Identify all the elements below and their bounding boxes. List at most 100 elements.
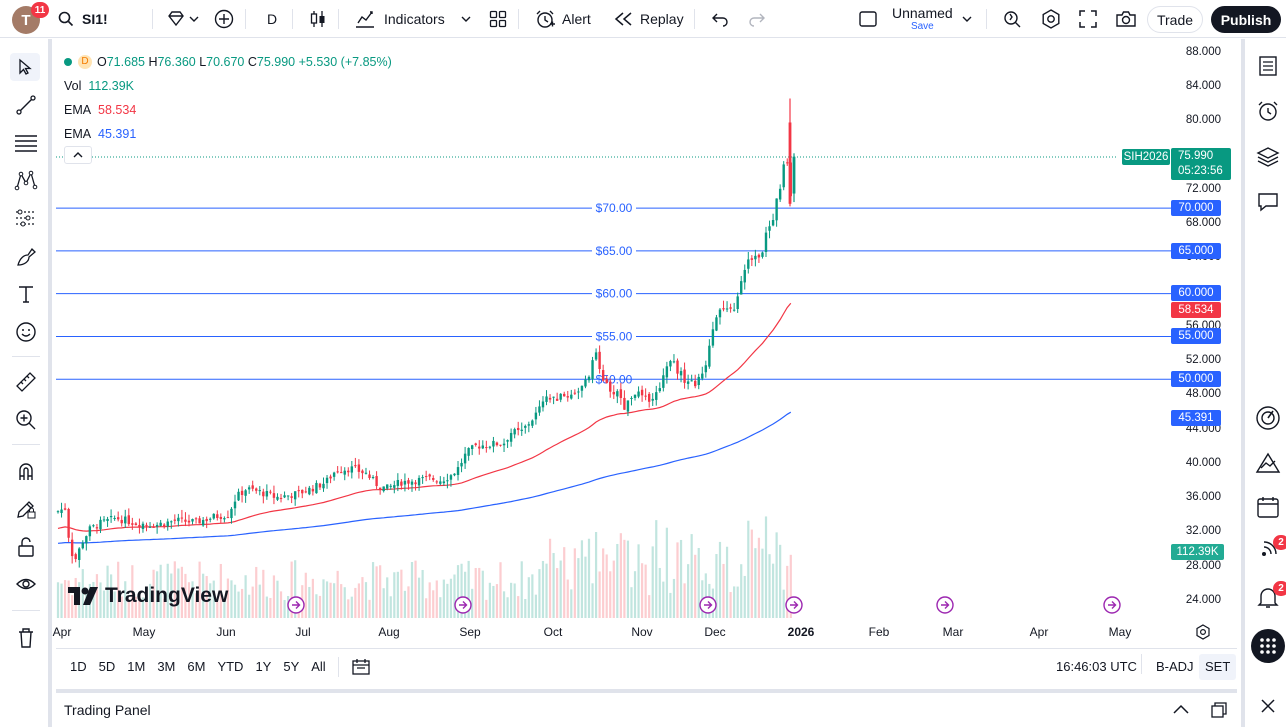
collapse-legend-button[interactable] xyxy=(64,146,92,164)
ideas-button[interactable] xyxy=(1253,448,1283,478)
rewind-icon xyxy=(614,11,632,26)
candle-up xyxy=(364,472,368,474)
range-button[interactable]: 1M xyxy=(127,659,146,674)
candle-down xyxy=(301,489,304,494)
remove-drawings-tool[interactable] xyxy=(12,624,40,652)
calendar-button[interactable] xyxy=(1253,492,1283,522)
chats-button[interactable] xyxy=(1253,187,1283,217)
publish-button[interactable]: Publish xyxy=(1211,6,1281,33)
quick-search-button[interactable] xyxy=(994,0,1032,38)
alert-button[interactable]: Alert xyxy=(526,0,599,38)
candle-down xyxy=(297,490,300,492)
hide-drawings-tool[interactable] xyxy=(12,570,40,598)
pattern-tool[interactable] xyxy=(12,166,40,194)
brush-tool[interactable] xyxy=(12,243,40,271)
close-sidebar-button[interactable] xyxy=(1253,691,1283,721)
volume-row[interactable]: Vol 112.39K xyxy=(56,74,392,98)
range-button[interactable]: 3M xyxy=(157,659,176,674)
indicators-button[interactable]: Indicators xyxy=(346,0,479,38)
alerts-panel-button[interactable] xyxy=(1253,96,1283,126)
chart-area[interactable]: $70.00 $65.00 $60.00 $55.00 $50.00 D O 71.685… xyxy=(53,42,1237,646)
time-tick-label: Apr xyxy=(1029,625,1049,639)
candle-up xyxy=(442,481,446,484)
badj-button[interactable]: B-ADJ xyxy=(1156,659,1194,674)
text-tool[interactable] xyxy=(12,280,40,308)
utc-clock[interactable]: 16:46:03 UTC xyxy=(1056,659,1137,674)
drawing-toolbar xyxy=(0,39,52,727)
range-button[interactable]: 5Y xyxy=(283,659,300,674)
range-button[interactable]: 1Y xyxy=(255,659,272,674)
stay-drawing-tool[interactable] xyxy=(12,495,40,523)
save-link[interactable]: Save xyxy=(910,21,934,32)
apps-button[interactable] xyxy=(1251,629,1285,663)
tradingview-logo[interactable]: TradingView xyxy=(68,584,228,608)
redo-button[interactable] xyxy=(740,0,774,38)
ema-slow-tag: 45.391 xyxy=(1171,410,1221,426)
change-value: +5.530 (+7.85%) xyxy=(298,55,392,69)
layout-menu-button[interactable] xyxy=(962,15,972,23)
watchlist-button[interactable] xyxy=(1253,51,1283,81)
trading-panel-label[interactable]: Trading Panel xyxy=(64,702,151,718)
templates-button[interactable] xyxy=(480,0,516,38)
expand-panel-button[interactable] xyxy=(1172,703,1190,715)
emoji-tool[interactable] xyxy=(12,318,40,346)
notifications-button[interactable] xyxy=(1253,583,1283,613)
range-button[interactable]: 6M xyxy=(187,659,206,674)
volume-bar xyxy=(644,564,647,618)
range-button[interactable]: YTD xyxy=(217,659,244,674)
snapshot-button[interactable] xyxy=(1107,0,1145,38)
object-tree-button[interactable] xyxy=(1253,142,1283,172)
candle-down xyxy=(187,520,191,523)
volume-bar xyxy=(641,563,644,618)
cursor-icon xyxy=(19,58,32,75)
layout-name-button[interactable]: Unnamed Save xyxy=(892,6,953,34)
cursor-tool[interactable] xyxy=(10,53,40,81)
maximize-panel-button[interactable] xyxy=(1210,701,1228,719)
price-chart[interactable]: $70.00 $65.00 $60.00 $55.00 $50.00 xyxy=(56,42,1237,646)
trend-line-tool[interactable] xyxy=(12,91,40,119)
session-button[interactable]: SET xyxy=(1199,653,1237,680)
volume-bar xyxy=(255,566,258,618)
chart-type-button[interactable] xyxy=(300,0,336,38)
volume-bar xyxy=(308,586,311,618)
layout-checkbox[interactable] xyxy=(850,0,886,38)
undo-button[interactable] xyxy=(703,0,737,38)
zoom-tool[interactable] xyxy=(12,406,40,434)
range-button[interactable]: 5D xyxy=(98,659,116,674)
volume-bar xyxy=(577,558,580,618)
measure-tool[interactable] xyxy=(12,368,40,396)
dots-grid-icon xyxy=(1260,638,1276,654)
volume-bar xyxy=(598,571,601,618)
candle-up xyxy=(386,484,389,489)
volume-bar xyxy=(131,565,134,618)
forecast-tool[interactable] xyxy=(12,204,40,232)
volume-bar xyxy=(612,560,615,618)
range-button[interactable]: All xyxy=(311,659,326,674)
volume-bar xyxy=(340,584,343,618)
candle-up xyxy=(725,308,729,310)
ema-slow-row[interactable]: EMA 45.391 xyxy=(56,122,392,146)
fib-tool[interactable] xyxy=(12,129,40,157)
candle-up xyxy=(591,360,594,379)
go-to-date-button[interactable] xyxy=(345,654,377,680)
calendar-icon xyxy=(352,658,370,675)
axis-settings-button[interactable] xyxy=(1195,624,1211,640)
compare-symbols-button[interactable] xyxy=(158,0,207,38)
technicals-button[interactable] xyxy=(1253,403,1283,433)
ema-fast-row[interactable]: EMA 58.534 xyxy=(56,98,392,122)
candle-up xyxy=(527,424,531,426)
magnet-tool[interactable] xyxy=(12,457,40,485)
add-symbol-button[interactable] xyxy=(206,0,242,38)
settings-button[interactable] xyxy=(1032,0,1070,38)
candle-up xyxy=(88,526,92,537)
candle-up xyxy=(538,406,541,413)
interval-button[interactable]: D xyxy=(267,10,278,27)
range-button[interactable]: 1D xyxy=(70,659,87,674)
symbol-search[interactable]: SI1! xyxy=(52,6,152,32)
replay-button[interactable]: Replay xyxy=(606,0,692,38)
fullscreen-button[interactable] xyxy=(1070,0,1106,38)
streams-button[interactable] xyxy=(1253,536,1283,566)
candle-down xyxy=(290,496,293,498)
lock-drawings-tool[interactable] xyxy=(12,533,40,561)
trade-button[interactable]: Trade xyxy=(1147,6,1203,33)
